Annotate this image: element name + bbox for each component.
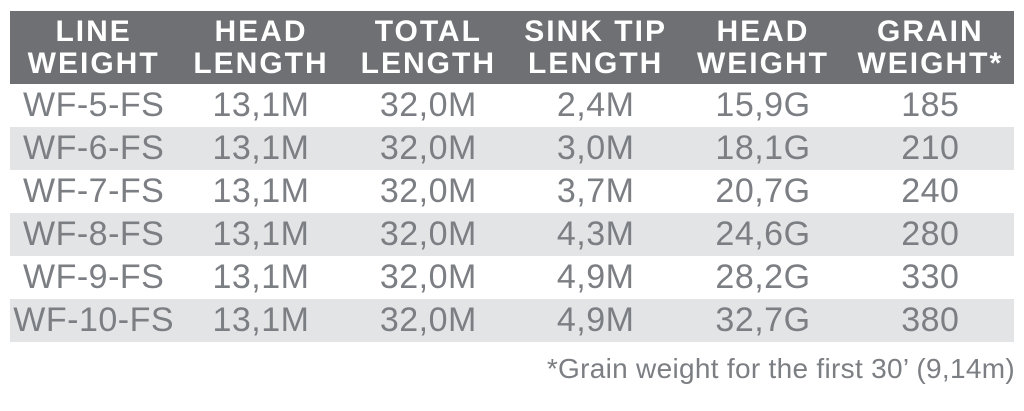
cell-total-length: 32,0M <box>379 86 477 124</box>
cell-sink-tip-length: 4,9M <box>556 258 635 296</box>
table-row: WF-5-FS 13,1M 32,0M 2,4M 15,9G 185 <box>10 84 1014 127</box>
cell-line-weight: WF-6-FS <box>22 129 165 167</box>
cell-grain-weight: 380 <box>901 301 960 339</box>
cell-sink-tip-length: 4,9M <box>556 301 635 339</box>
cell-line-weight: WF-5-FS <box>22 86 165 124</box>
cell-head-length: 13,1M <box>212 129 310 167</box>
col-header-head-length: HEAD LENGTH <box>177 11 345 84</box>
cell-sink-tip-length: 3,7M <box>556 172 635 210</box>
table-header-row: LINE WEIGHT HEAD LENGTH TOTAL LENGTH SIN… <box>10 11 1014 84</box>
cell-line-weight: WF-9-FS <box>22 258 165 296</box>
cell-head-weight: 32,7G <box>715 301 811 339</box>
cell-sink-tip-length: 2,4M <box>556 86 635 124</box>
cell-head-length: 13,1M <box>212 86 310 124</box>
grain-weight-footnote: *Grain weight for the first 30’ (9,14m) <box>546 353 1015 384</box>
cell-grain-weight: 210 <box>901 129 960 167</box>
col-header-text: GRAIN <box>876 15 984 48</box>
cell-total-length: 32,0M <box>379 215 477 253</box>
cell-total-length: 32,0M <box>379 301 477 339</box>
cell-head-length: 13,1M <box>212 301 310 339</box>
table-row: WF-6-FS 13,1M 32,0M 3,0M 18,1G 210 <box>10 127 1014 170</box>
cell-total-length: 32,0M <box>379 172 477 210</box>
col-header-text: WEIGHT <box>27 47 160 80</box>
col-header-text: LENGTH <box>360 47 496 80</box>
col-header-text: LINE <box>55 15 132 48</box>
line-spec-table: LINE WEIGHT HEAD LENGTH TOTAL LENGTH SIN… <box>10 11 1014 342</box>
cell-sink-tip-length: 3,0M <box>556 129 635 167</box>
table-row: WF-9-FS 13,1M 32,0M 4,9M 28,2G 330 <box>10 256 1014 299</box>
cell-head-length: 13,1M <box>212 215 310 253</box>
cell-grain-weight: 280 <box>901 215 960 253</box>
cell-head-weight: 20,7G <box>715 172 811 210</box>
table-row: WF-8-FS 13,1M 32,0M 4,3M 24,6G 280 <box>10 213 1014 256</box>
cell-head-length: 13,1M <box>212 258 310 296</box>
cell-grain-weight: 185 <box>901 86 960 124</box>
col-header-grain-weight: GRAIN WEIGHT* <box>846 11 1014 84</box>
col-header-text: LENGTH <box>193 47 329 80</box>
col-header-text: WEIGHT <box>696 47 829 80</box>
cell-head-weight: 28,2G <box>715 258 811 296</box>
col-header-text: LENGTH <box>527 47 664 80</box>
cell-line-weight: WF-8-FS <box>22 215 165 253</box>
cell-total-length: 32,0M <box>379 129 477 167</box>
col-header-text: HEAD <box>214 15 308 48</box>
table-row: WF-7-FS 13,1M 32,0M 3,7M 20,7G 240 <box>10 170 1014 213</box>
col-header-text: HEAD <box>716 15 810 48</box>
col-header-total-length: TOTAL LENGTH <box>344 11 512 84</box>
cell-grain-weight: 330 <box>901 258 960 296</box>
cell-grain-weight: 240 <box>901 172 960 210</box>
col-header-text: SINK TIP <box>524 15 667 48</box>
cell-sink-tip-length: 4,3M <box>556 215 635 253</box>
cell-head-length: 13,1M <box>212 172 310 210</box>
col-header-text: TOTAL <box>374 15 482 48</box>
col-header-line-weight: LINE WEIGHT <box>10 11 178 84</box>
cell-line-weight: WF-10-FS <box>13 301 175 339</box>
cell-line-weight: WF-7-FS <box>22 172 165 210</box>
cell-head-weight: 15,9G <box>715 86 811 124</box>
cell-total-length: 32,0M <box>379 258 477 296</box>
table-row: WF-10-FS 13,1M 32,0M 4,9M 32,7G 380 <box>10 299 1014 342</box>
col-header-sink-tip-length: SINK TIP LENGTH <box>511 11 680 84</box>
cell-head-weight: 18,1G <box>715 129 811 167</box>
cell-head-weight: 24,6G <box>715 215 811 253</box>
col-header-head-weight: HEAD WEIGHT <box>679 11 847 84</box>
col-header-text: WEIGHT* <box>857 47 1004 80</box>
